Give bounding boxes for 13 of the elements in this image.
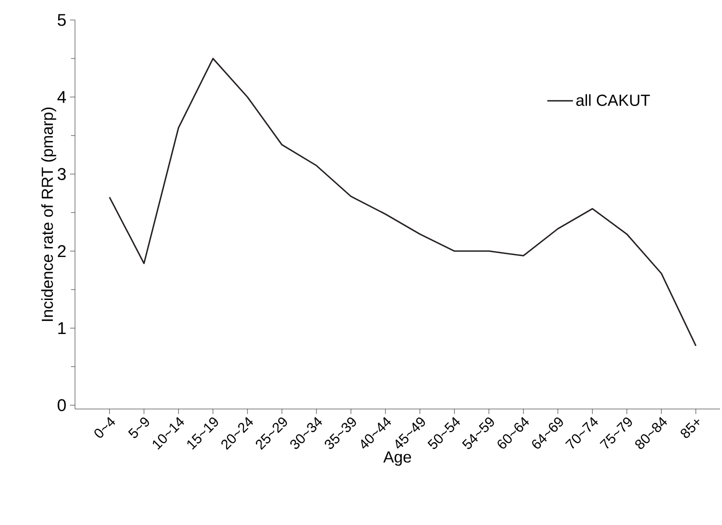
y-tick-label: 1 [58,322,66,334]
x-tick-label: 0~4 [94,417,116,438]
legend-label: all CAKUT [576,94,650,106]
y-tick-label: 2 [58,245,66,258]
x-tick-label: 5~9 [128,418,149,438]
y-tick-label: 0 [58,399,66,412]
x-axis-title: Age [383,451,412,466]
y-tick-label: 5 [58,14,66,26]
line-series [108,58,697,347]
y-tick-label: 4 [57,91,66,103]
y-axis-title: Incidence rate of RRT (pmarp) [41,108,56,321]
y-tick-label: 3 [58,168,66,180]
x-tick-label: 85+ [680,419,700,438]
